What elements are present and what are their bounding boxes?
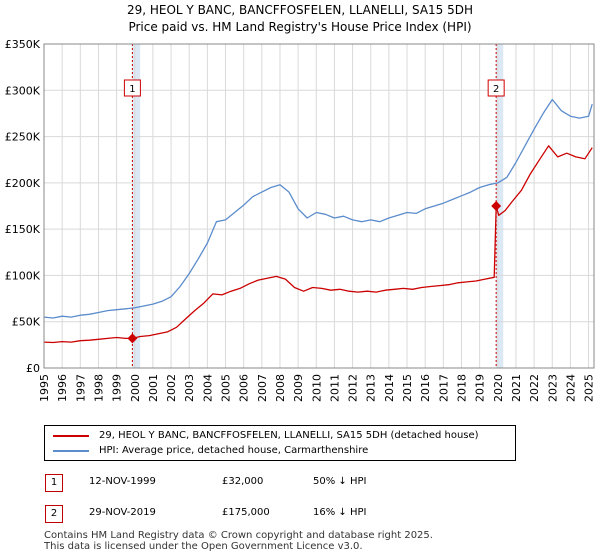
x-tick-label: 2009 xyxy=(292,374,305,402)
x-tick-label: 2010 xyxy=(310,374,323,402)
legend: 29, HEOL Y BANC, BANCFFOSFELEN, LLANELLI… xyxy=(44,425,516,461)
legend-hpi-label: HPI: Average price, detached house, Carm… xyxy=(99,445,369,456)
transaction-marker: 1 xyxy=(45,474,63,492)
plot-frame xyxy=(43,43,595,369)
x-tick-label: 2018 xyxy=(455,374,468,402)
x-tick-label: 2024 xyxy=(564,374,577,402)
series-line-hpi xyxy=(43,98,593,319)
x-tick-label: 2022 xyxy=(528,374,541,402)
x-tick-label: 2008 xyxy=(274,374,287,402)
transaction-hpi-diff: 16% ↓ HPI xyxy=(313,507,367,518)
x-tick-label: 2003 xyxy=(183,374,196,402)
x-tick-label: 2004 xyxy=(201,374,214,402)
x-tick-label: 2005 xyxy=(220,374,233,402)
x-tick-label: 2014 xyxy=(383,374,396,402)
y-tick-label: £350K xyxy=(5,38,41,51)
y-tick-label: £300K xyxy=(5,84,41,97)
transaction-hpi-diff: 50% ↓ HPI xyxy=(313,476,367,487)
x-tick-label: 1996 xyxy=(56,374,69,402)
sale-marker-label: 2 xyxy=(493,84,499,95)
transaction-marker: 2 xyxy=(45,505,63,523)
transaction-date: 12-NOV-1999 xyxy=(89,476,156,487)
x-tick-label: 2016 xyxy=(419,374,432,402)
transaction-price: £175,000 xyxy=(222,507,270,518)
transaction-price: £32,000 xyxy=(222,476,264,487)
footer-copyright: Contains HM Land Registry data © Crown c… xyxy=(44,530,433,541)
sale-marker-label: 1 xyxy=(129,84,135,95)
sale-marker-box xyxy=(123,79,141,97)
x-tick-label: 2013 xyxy=(365,374,378,402)
x-tick-label: 1999 xyxy=(111,374,124,402)
x-tick-label: 1997 xyxy=(74,374,87,402)
x-tick-label: 2007 xyxy=(256,374,269,402)
x-tick-label: 1998 xyxy=(92,374,105,402)
x-tick-label: 2015 xyxy=(401,374,414,402)
y-tick-label: £0 xyxy=(26,362,40,375)
x-tick-label: 2012 xyxy=(347,374,360,402)
x-tick-label: 2025 xyxy=(583,374,596,402)
x-tick-label: 2001 xyxy=(147,374,160,402)
x-tick-label: 2006 xyxy=(238,374,251,402)
legend-hpi-swatch xyxy=(53,450,89,452)
sale-marker-box xyxy=(487,79,505,97)
x-tick-label: 2023 xyxy=(546,374,559,402)
legend-property-label: 29, HEOL Y BANC, BANCFFOSFELEN, LLANELLI… xyxy=(99,430,479,441)
footer-licence: This data is licensed under the Open Gov… xyxy=(44,541,363,552)
chart-title: 29, HEOL Y BANC, BANCFFOSFELEN, LLANELLI… xyxy=(126,3,474,17)
x-tick-label: 2021 xyxy=(510,374,523,402)
x-tick-label: 2017 xyxy=(437,374,450,402)
y-tick-label: £50K xyxy=(12,316,41,329)
chart-subtitle: Price paid vs. HM Land Registry's House … xyxy=(128,20,472,34)
price-chart: £0 £50K £100K £150K £200K £250K £300K £350K 1995… xyxy=(5,38,596,402)
sale-point xyxy=(491,201,502,211)
x-tick-label: 2020 xyxy=(492,374,505,402)
x-tick-label: 2000 xyxy=(129,374,142,402)
y-tick-label: £250K xyxy=(5,131,41,144)
legend-property-swatch xyxy=(53,435,89,437)
x-tick-label: 2011 xyxy=(328,374,341,402)
highlight-band xyxy=(132,44,141,368)
x-tick-label: 2002 xyxy=(165,374,178,402)
y-tick-label: £150K xyxy=(5,223,41,236)
transaction-date: 29-NOV-2019 xyxy=(89,507,156,518)
sale-point xyxy=(127,333,138,344)
x-tick-label: 2019 xyxy=(474,374,487,402)
y-tick-label: £100K xyxy=(5,269,41,282)
x-tick-label: 1995 xyxy=(38,374,51,402)
series-line-property xyxy=(43,145,593,344)
y-tick-label: £200K xyxy=(5,177,41,190)
